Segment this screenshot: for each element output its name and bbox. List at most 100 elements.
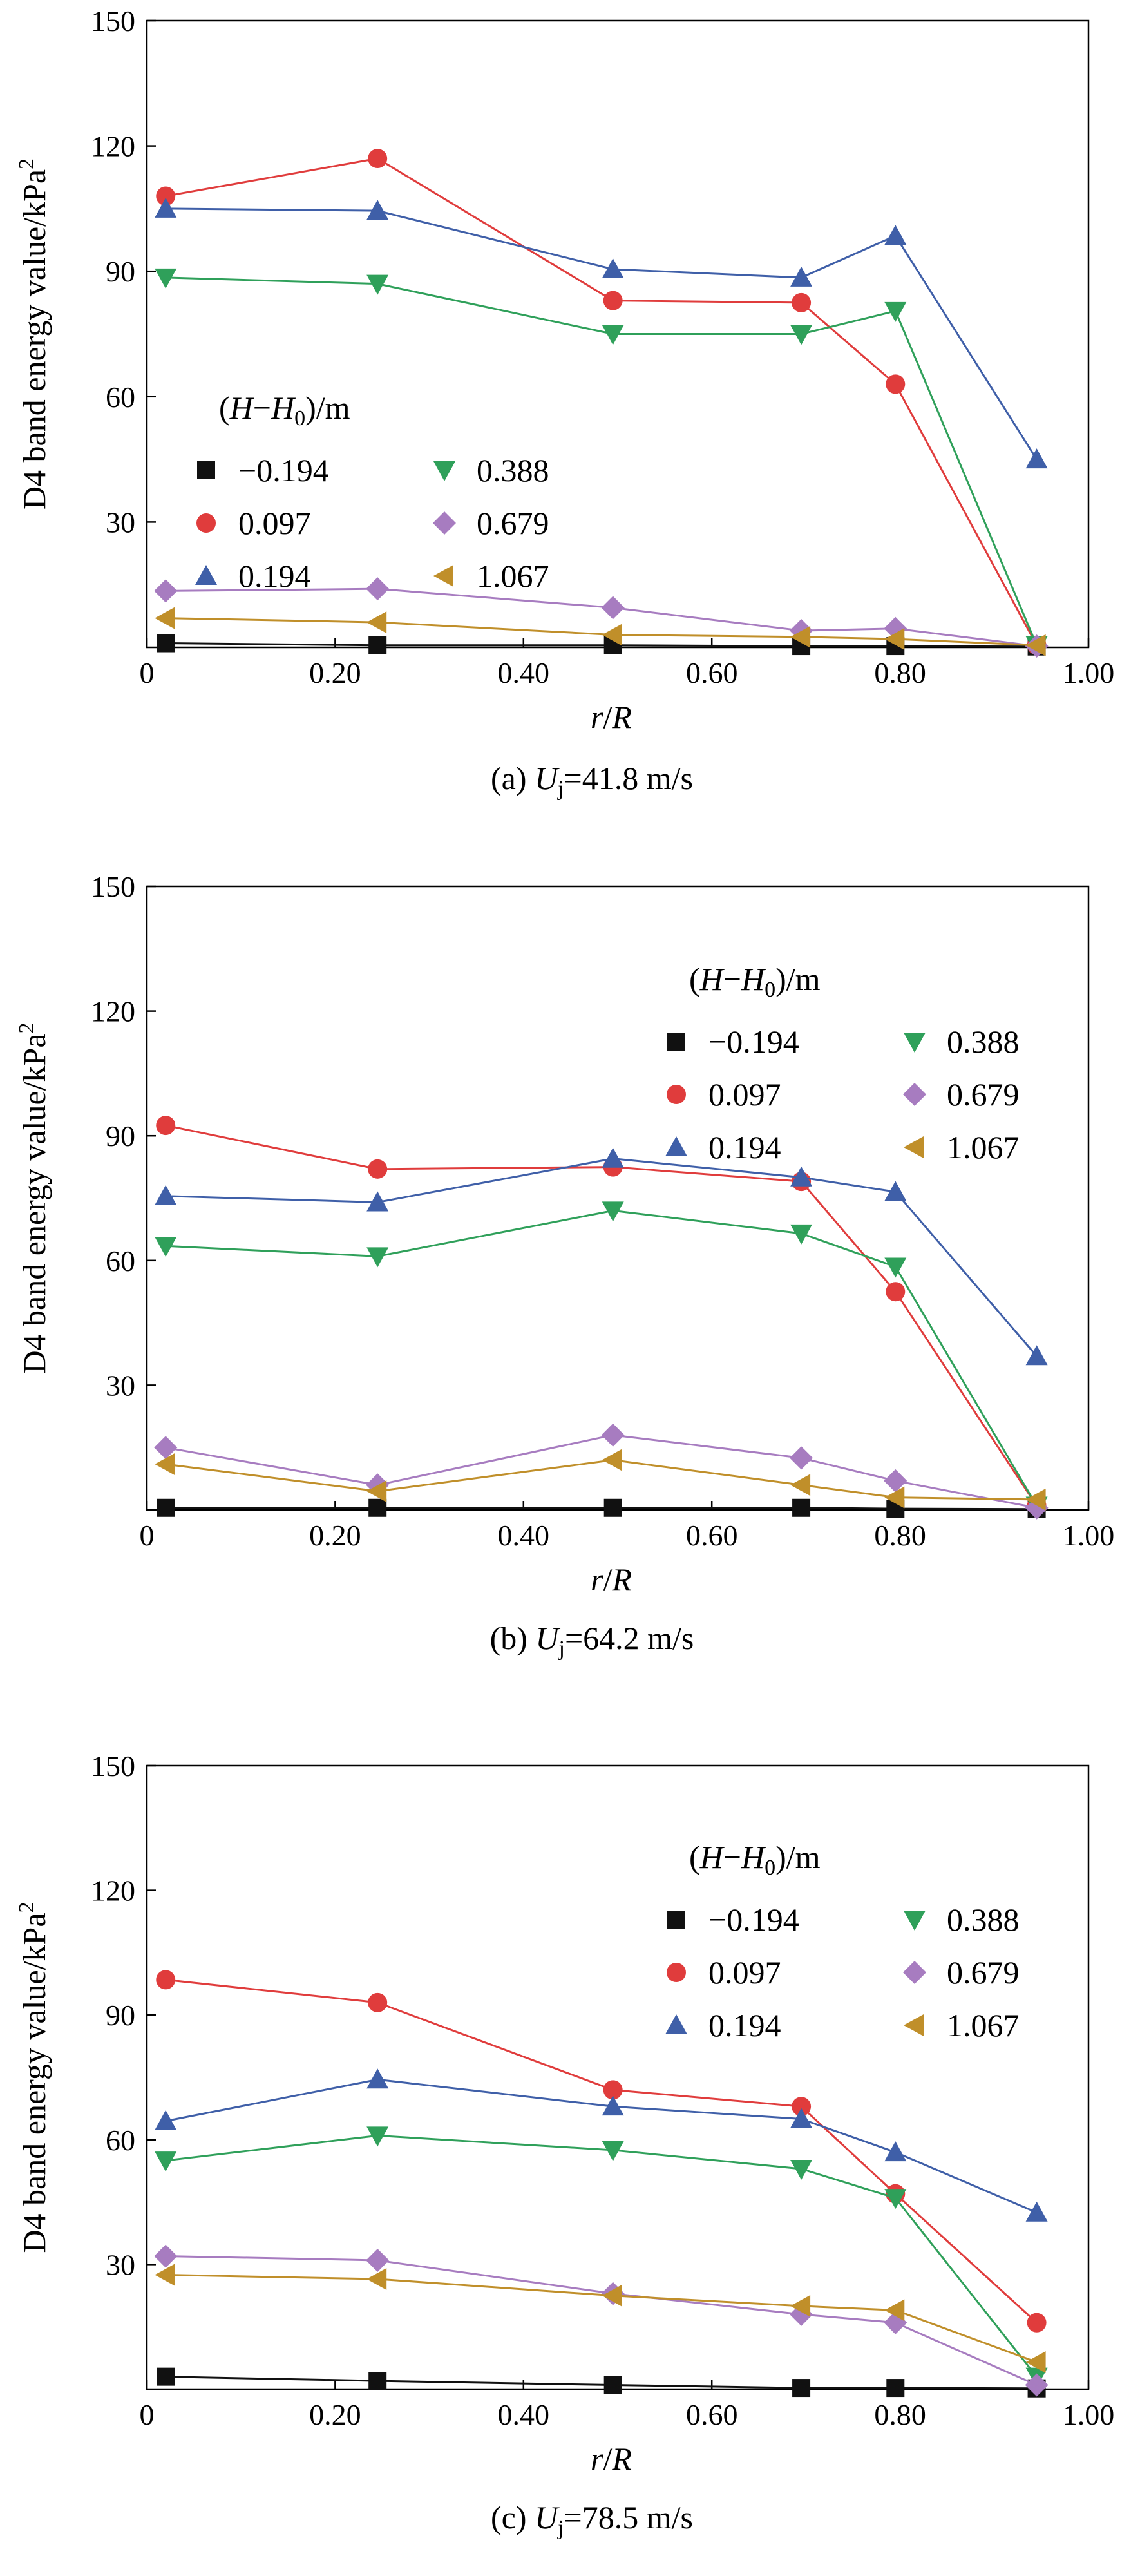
caption: (c) Uj=78.5 m/s xyxy=(491,2499,693,2540)
legend-marker xyxy=(665,1136,687,1156)
data-point xyxy=(157,634,175,653)
data-point xyxy=(884,628,905,651)
series-line xyxy=(165,157,1038,646)
y-tick-label: 150 xyxy=(91,1750,135,1782)
legend-label: 0.097 xyxy=(708,1954,781,1990)
legend-label: 0.097 xyxy=(238,505,311,541)
data-point xyxy=(368,1498,387,1517)
y-axis-title: D4 band energy value/kPa2 xyxy=(15,1022,52,1373)
y-tick-label: 90 xyxy=(106,1120,135,1152)
data-point xyxy=(603,291,623,310)
legend-marker xyxy=(904,1136,924,1158)
legend-marker xyxy=(903,1083,926,1106)
legend-marker xyxy=(196,513,216,533)
data-point xyxy=(884,1469,907,1493)
data-point xyxy=(602,325,624,345)
data-point xyxy=(1025,2373,1049,2397)
legend-label: −0.194 xyxy=(708,1902,799,1938)
y-tick-label: 30 xyxy=(106,1369,135,1402)
data-point xyxy=(154,2244,178,2268)
series-0 xyxy=(157,2367,1046,2398)
data-point xyxy=(884,2189,907,2209)
caption: (b) Uj=64.2 m/s xyxy=(490,1620,694,1661)
data-point xyxy=(602,1449,622,1471)
legend-label: 0.194 xyxy=(708,1129,781,1165)
series-line xyxy=(166,207,1038,460)
data-point xyxy=(368,2372,387,2390)
data-point xyxy=(368,1159,388,1179)
data-point xyxy=(884,225,907,245)
series-line xyxy=(165,1434,1037,1509)
legend-label: 0.388 xyxy=(477,452,549,488)
series-5 xyxy=(155,2264,1046,2374)
y-tick-label: 90 xyxy=(106,255,135,288)
data-point xyxy=(790,1446,813,1470)
legend-marker xyxy=(904,1033,926,1053)
data-point xyxy=(154,579,178,603)
legend: (H−H0)/m −0.194 0.097 0.194 0.388 0.679 1.067 xyxy=(665,961,1020,1165)
y-tick-label: 30 xyxy=(106,506,135,539)
data-point xyxy=(792,1498,811,1517)
y-axis-title: D4 band energy value/kPa2 xyxy=(15,1902,52,2253)
data-point xyxy=(601,1423,625,1447)
series-2 xyxy=(155,2068,1048,2222)
legend-title: (H−H0)/m xyxy=(219,390,350,430)
y-tick-label: 30 xyxy=(106,2248,135,2281)
legend-marker xyxy=(195,565,217,585)
series-2 xyxy=(155,1147,1048,1366)
legend-marker xyxy=(904,2014,924,2036)
data-point xyxy=(790,325,813,345)
series-0 xyxy=(157,634,1046,656)
x-tick-label: 0.40 xyxy=(498,2398,550,2431)
data-point xyxy=(1027,2313,1047,2333)
x-tick-label: 0.60 xyxy=(686,656,738,689)
y-tick-label: 120 xyxy=(91,130,135,163)
data-point xyxy=(366,611,387,634)
data-point xyxy=(884,1257,907,1278)
data-point xyxy=(155,1237,177,1257)
data-point xyxy=(790,2295,811,2317)
legend-marker xyxy=(433,565,453,587)
series-line xyxy=(166,2255,1038,2386)
data-point xyxy=(792,292,812,312)
series-0 xyxy=(157,1498,1046,1518)
data-point xyxy=(884,2299,905,2322)
series-line xyxy=(166,2376,1037,2390)
legend-label: 0.679 xyxy=(947,1076,1020,1112)
data-point xyxy=(602,2141,624,2161)
x-axis-title: r/R xyxy=(591,699,632,735)
data-point xyxy=(368,149,388,169)
series-line xyxy=(165,1124,1038,1507)
data-point xyxy=(1025,2201,1048,2222)
x-tick-label: 0.20 xyxy=(309,1519,361,1552)
legend-marker xyxy=(667,1085,686,1104)
legend-marker xyxy=(433,461,455,481)
data-point xyxy=(886,374,906,394)
data-point xyxy=(790,1224,813,1245)
series-4 xyxy=(154,1423,1049,1520)
data-point xyxy=(155,2151,177,2172)
data-point xyxy=(366,1191,389,1212)
y-tick-label: 60 xyxy=(106,2124,135,2157)
legend-marker xyxy=(197,461,215,479)
data-point xyxy=(157,1498,175,1517)
data-point xyxy=(366,2248,390,2272)
x-tick-label: 0.80 xyxy=(874,1519,926,1552)
legend-marker xyxy=(667,1033,685,1051)
legend-label: 0.388 xyxy=(947,1024,1020,1060)
data-point xyxy=(601,596,625,620)
y-tick-label: 150 xyxy=(91,870,135,903)
series-line xyxy=(166,1978,1038,2323)
legend-marker xyxy=(667,1963,686,1982)
data-point xyxy=(884,1486,905,1509)
legend-marker xyxy=(667,1911,685,1929)
data-point xyxy=(155,1453,175,1476)
data-point xyxy=(790,1166,813,1187)
data-point xyxy=(603,2080,623,2100)
legend-label: 0.194 xyxy=(708,2007,781,2043)
data-point xyxy=(156,1116,176,1136)
y-tick-label: 120 xyxy=(91,995,135,1028)
x-tick-label: 0.80 xyxy=(874,2398,926,2431)
chart-b: 0 0.20 0.40 0.60 0.80 1.00 30 60 90 120 150 D4 band… xyxy=(15,870,1114,1661)
